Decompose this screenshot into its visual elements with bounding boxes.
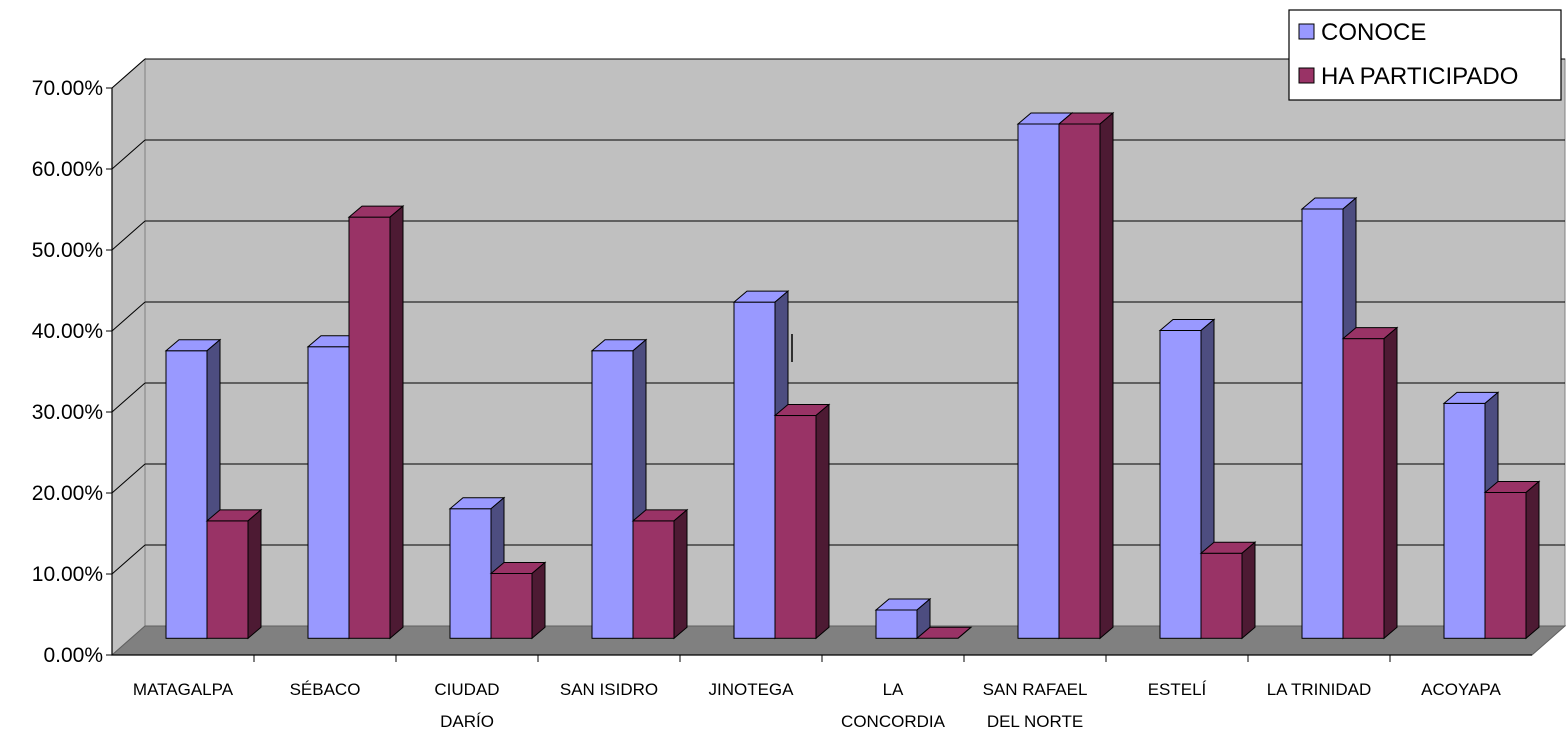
gridline-side xyxy=(111,544,146,575)
bar-front xyxy=(1017,123,1060,639)
bar-ha-participado xyxy=(1341,326,1399,640)
bar-front xyxy=(875,609,918,639)
x-category-label: ESTELÍ xyxy=(1148,680,1207,699)
bar-side xyxy=(1241,541,1256,640)
side-wall xyxy=(111,57,146,657)
bar-ha-participado xyxy=(347,205,405,640)
gridline-side xyxy=(111,463,146,494)
legend: CONOCE HA PARTICIPADO xyxy=(1288,9,1562,101)
gridline-side xyxy=(111,301,146,332)
x-category-label: CIUDAD xyxy=(434,680,499,699)
y-tick-label: 60.00% xyxy=(32,158,103,181)
bar-ha-participado xyxy=(1057,111,1115,640)
bar-ha-participado xyxy=(631,508,689,640)
axes xyxy=(111,88,1532,662)
bar-front xyxy=(1342,338,1385,639)
bar-front xyxy=(307,346,350,639)
y-tick-label: 30.00% xyxy=(32,401,103,424)
bar-side xyxy=(1525,480,1540,640)
bar-front xyxy=(733,301,776,639)
bar-front xyxy=(1058,123,1101,639)
y-tick-label: 0.00% xyxy=(43,644,103,667)
bar-front xyxy=(449,508,492,639)
y-tick-label: 70.00% xyxy=(32,77,103,100)
bar-front xyxy=(774,415,817,639)
bar-front xyxy=(1443,402,1486,639)
x-category-labels: MATAGALPA SÉBACO CIUDAD DARÍO SAN ISIDRO JINO… xyxy=(133,680,1502,731)
bar-side xyxy=(815,403,830,640)
y-tick-label: 40.00% xyxy=(32,320,103,343)
bar-ha-participado xyxy=(489,561,547,640)
gridline-side xyxy=(111,382,146,413)
x-category-label: ACOYAPA xyxy=(1421,680,1501,699)
x-category-label: SÉBACO xyxy=(290,680,361,699)
legend-box xyxy=(1288,9,1562,101)
bar-side xyxy=(1099,111,1114,640)
bar-ha-participado xyxy=(773,403,831,640)
bar-front xyxy=(1484,492,1527,639)
bar-front xyxy=(632,520,675,639)
bar-ha-participado xyxy=(1199,541,1257,640)
bar-front xyxy=(348,216,391,639)
y-tick-labels: 0.00% 10.00% 20.00% 30.00% 40.00% 50.00% 60.00… xyxy=(32,77,103,667)
bar-front xyxy=(1159,330,1202,639)
bar-front xyxy=(591,350,634,639)
bar-side xyxy=(531,561,546,640)
x-category-label: SAN RAFAEL xyxy=(983,680,1088,699)
legend-swatch xyxy=(1298,67,1315,84)
bar-front xyxy=(490,573,533,639)
bar-side xyxy=(957,626,972,639)
bar-front xyxy=(165,350,208,639)
y-tick-label: 20.00% xyxy=(32,482,103,505)
x-category-label: DARÍO xyxy=(440,712,494,731)
x-category-label: CONCORDIA xyxy=(841,712,946,731)
x-category-label: JINOTEGA xyxy=(708,680,794,699)
bar-side xyxy=(247,508,262,640)
gridline-side xyxy=(111,220,146,251)
y-tick-label: 50.00% xyxy=(32,239,103,262)
bar-ha-participado xyxy=(1483,480,1541,640)
x-category-label: SAN ISIDRO xyxy=(560,680,658,699)
bar-front xyxy=(1200,552,1243,639)
bar-conoce xyxy=(874,597,932,640)
bar-ha-participado xyxy=(205,508,263,640)
y-tick-label: 10.00% xyxy=(32,563,103,586)
bar-ha-participado xyxy=(915,626,973,639)
bar-side xyxy=(673,508,688,640)
legend-label: CONOCE xyxy=(1321,19,1426,46)
bar-front xyxy=(1301,208,1344,639)
x-category-label: DEL NORTE xyxy=(987,712,1083,731)
gridline-side xyxy=(111,58,146,89)
legend-label: HA PARTICIPADO xyxy=(1321,63,1518,90)
legend-swatch xyxy=(1298,23,1315,40)
x-category-label: MATAGALPA xyxy=(133,680,234,699)
gridline-side xyxy=(111,139,146,170)
x-category-label: LA TRINIDAD xyxy=(1267,680,1372,699)
bar-conoce xyxy=(590,338,648,640)
bar-side xyxy=(1383,326,1398,640)
bar-front xyxy=(206,520,249,639)
bar-side xyxy=(389,205,404,640)
x-category-label: LA xyxy=(883,680,904,699)
bars xyxy=(164,111,1541,640)
